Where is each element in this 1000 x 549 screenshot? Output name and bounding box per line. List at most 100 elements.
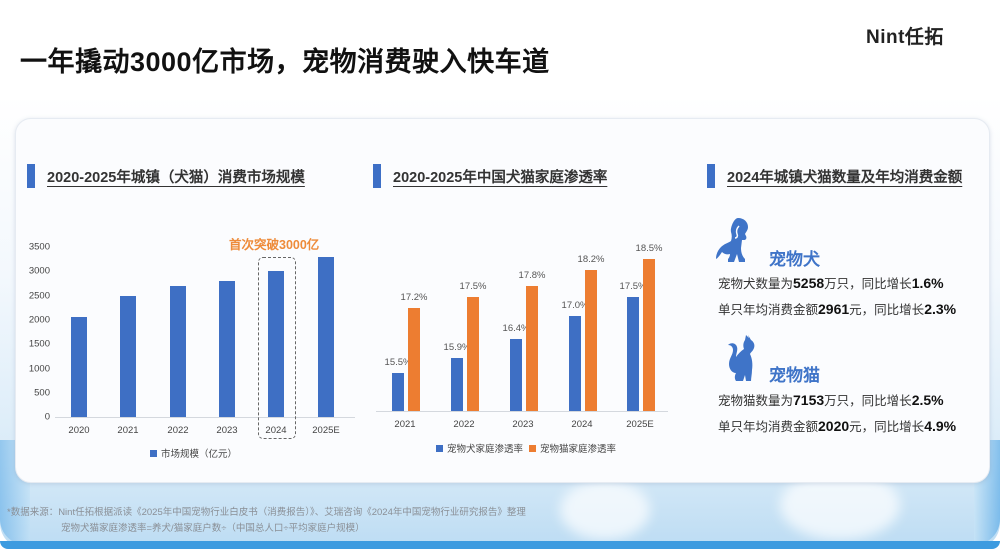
section-marker <box>373 164 381 188</box>
brand-logo: Nint任拓 <box>866 27 944 48</box>
bar-2025E <box>318 256 334 417</box>
legend-swatch <box>529 444 537 452</box>
section-title: 2020-2025年城镇（犬猫）消费市场规模 <box>47 169 305 186</box>
value-label: 18.5% <box>635 243 663 254</box>
stat-value: 2020 <box>818 418 850 434</box>
cat-bar-2022 <box>467 297 479 411</box>
legend-label: 宠物犬家庭渗透率 <box>447 444 524 455</box>
x-tick: 2024 <box>571 419 593 430</box>
source-line-1: *数据来源：Nint任拓根据派读《2025年中国宠物行业白皮书（消费报告）》、艾… <box>7 507 526 518</box>
legend-label: 市场规模（亿元） <box>161 449 238 460</box>
value-label: 17.5% <box>619 281 647 292</box>
x-tick: 2021 <box>117 425 139 436</box>
cat-label: 宠物猫 <box>769 366 820 385</box>
background-decoration <box>560 480 650 540</box>
dog-icon <box>716 218 748 262</box>
x-tick: 2025E <box>312 425 340 436</box>
x-tick: 2025E <box>626 419 654 430</box>
y-tick: 1000 <box>28 363 50 375</box>
y-tick: 2500 <box>28 290 50 302</box>
dog-spend-stat: 单只年均消费金额2961元，同比增长2.3% <box>718 299 956 318</box>
cat-icon <box>728 335 755 381</box>
x-tick: 2023 <box>512 419 534 430</box>
value-label: 17.2% <box>400 292 428 304</box>
section-header-market: 2020-2025年城镇（犬猫）消费市场规模 <box>27 164 305 188</box>
x-tick: 2022 <box>453 419 475 430</box>
stat-text: 万只，同比增长 <box>824 394 912 408</box>
section-header-penetration: 2020-2025年中国犬猫家庭渗透率 <box>373 164 607 188</box>
x-tick: 2024 <box>265 425 287 436</box>
cat-spend-stat: 单只年均消费金额2020元，同比增长4.9% <box>718 416 956 435</box>
value-label: 15.5% <box>384 357 412 368</box>
value-label: 16.4% <box>502 322 530 334</box>
dog-count-stat: 宠物犬数量为5258万只，同比增长1.6% <box>718 273 944 292</box>
cat-bar-2025E <box>643 259 655 411</box>
cat-count-stat: 宠物猫数量为7153万只，同比增长2.5% <box>718 390 944 409</box>
dog-bar-2023 <box>510 338 522 411</box>
bar-2022 <box>170 285 186 417</box>
y-tick: 3000 <box>28 265 50 277</box>
chart-legend: 市场规模（亿元） <box>150 446 243 460</box>
value-label: 18.2% <box>577 254 605 266</box>
stat-value: 7153 <box>793 392 825 408</box>
stat-value: 4.9% <box>924 418 957 434</box>
stat-text: 单只年均消费金额 <box>718 303 819 317</box>
legend-item: 宠物犬家庭渗透率 <box>436 441 523 455</box>
legend-swatch <box>150 449 157 457</box>
x-tick: 2020 <box>68 425 90 436</box>
data-source-note: *数据来源：Nint任拓根据派读《2025年中国宠物行业白皮书（消费报告）》、艾… <box>7 505 526 537</box>
section-title: 2020-2025年中国犬猫家庭渗透率 <box>393 169 608 186</box>
stat-value: 2.5% <box>911 392 944 408</box>
section-marker <box>27 164 35 188</box>
y-tick: 500 <box>34 387 50 399</box>
chart-legend: 宠物犬家庭渗透率 宠物猫家庭渗透率 <box>436 441 622 455</box>
y-tick: 0 <box>44 411 50 423</box>
legend-item: 宠物猫家庭渗透率 <box>529 441 616 455</box>
x-axis-line <box>376 411 668 412</box>
x-tick: 2023 <box>216 425 238 436</box>
dog-label: 宠物犬 <box>769 250 820 269</box>
highlight-box-2024 <box>258 257 296 439</box>
section-marker <box>707 164 715 188</box>
legend-swatch <box>436 444 443 452</box>
page-title: 一年撬动3000亿市场，宠物消费驶入快车道 <box>20 47 550 77</box>
bar-2024 <box>268 271 284 417</box>
y-tick: 1500 <box>28 338 50 350</box>
stat-value: 2.3% <box>924 301 957 317</box>
x-axis-line <box>55 417 355 418</box>
cat-bar-2024 <box>585 270 597 411</box>
bar-2023 <box>219 281 235 417</box>
y-axis: 0 500 1000 1500 2000 2500 3000 3500 <box>24 240 50 425</box>
y-tick: 3500 <box>28 241 50 253</box>
value-label: 15.9% <box>443 341 471 353</box>
cat-bar-2023 <box>526 285 538 411</box>
y-tick: 2000 <box>28 314 50 326</box>
x-tick: 2022 <box>167 425 189 436</box>
stat-text: 宠物猫数量为 <box>718 394 794 408</box>
dog-bar-2022 <box>451 357 463 411</box>
section-title: 2024年城镇犬猫数量及年均消费金额 <box>727 169 963 186</box>
dog-bar-2025E <box>627 297 639 411</box>
dog-bar-2021 <box>392 373 404 411</box>
stat-value: 2961 <box>818 301 850 317</box>
bar-2020 <box>71 316 87 417</box>
chart-annotation: 首次突破3000亿 <box>229 238 320 252</box>
x-tick: 2021 <box>394 419 416 430</box>
stat-text: 元，同比增长 <box>849 303 925 317</box>
legend-label: 宠物猫家庭渗透率 <box>540 444 617 455</box>
stat-text: 宠物犬数量为 <box>718 277 794 291</box>
stat-value: 5258 <box>793 275 825 291</box>
source-line-2: 宠物犬猫家庭渗透率=养犬/猫家庭户数÷（中国总人口÷平均家庭户规模） <box>61 523 365 534</box>
value-label: 17.8% <box>518 269 546 281</box>
legend-item: 市场规模（亿元） <box>150 446 237 460</box>
value-label: 17.5% <box>459 281 487 292</box>
bar-2021 <box>120 296 136 417</box>
cat-bar-2021 <box>408 308 420 411</box>
section-header-pets: 2024年城镇犬猫数量及年均消费金额 <box>707 164 962 188</box>
dog-bar-2024 <box>569 316 581 411</box>
stat-text: 万只，同比增长 <box>824 277 912 291</box>
stat-text: 元，同比增长 <box>849 420 925 434</box>
frame-edge-bottom <box>0 541 1000 549</box>
stat-text: 单只年均消费金额 <box>718 420 819 434</box>
stat-value: 1.6% <box>911 275 944 291</box>
